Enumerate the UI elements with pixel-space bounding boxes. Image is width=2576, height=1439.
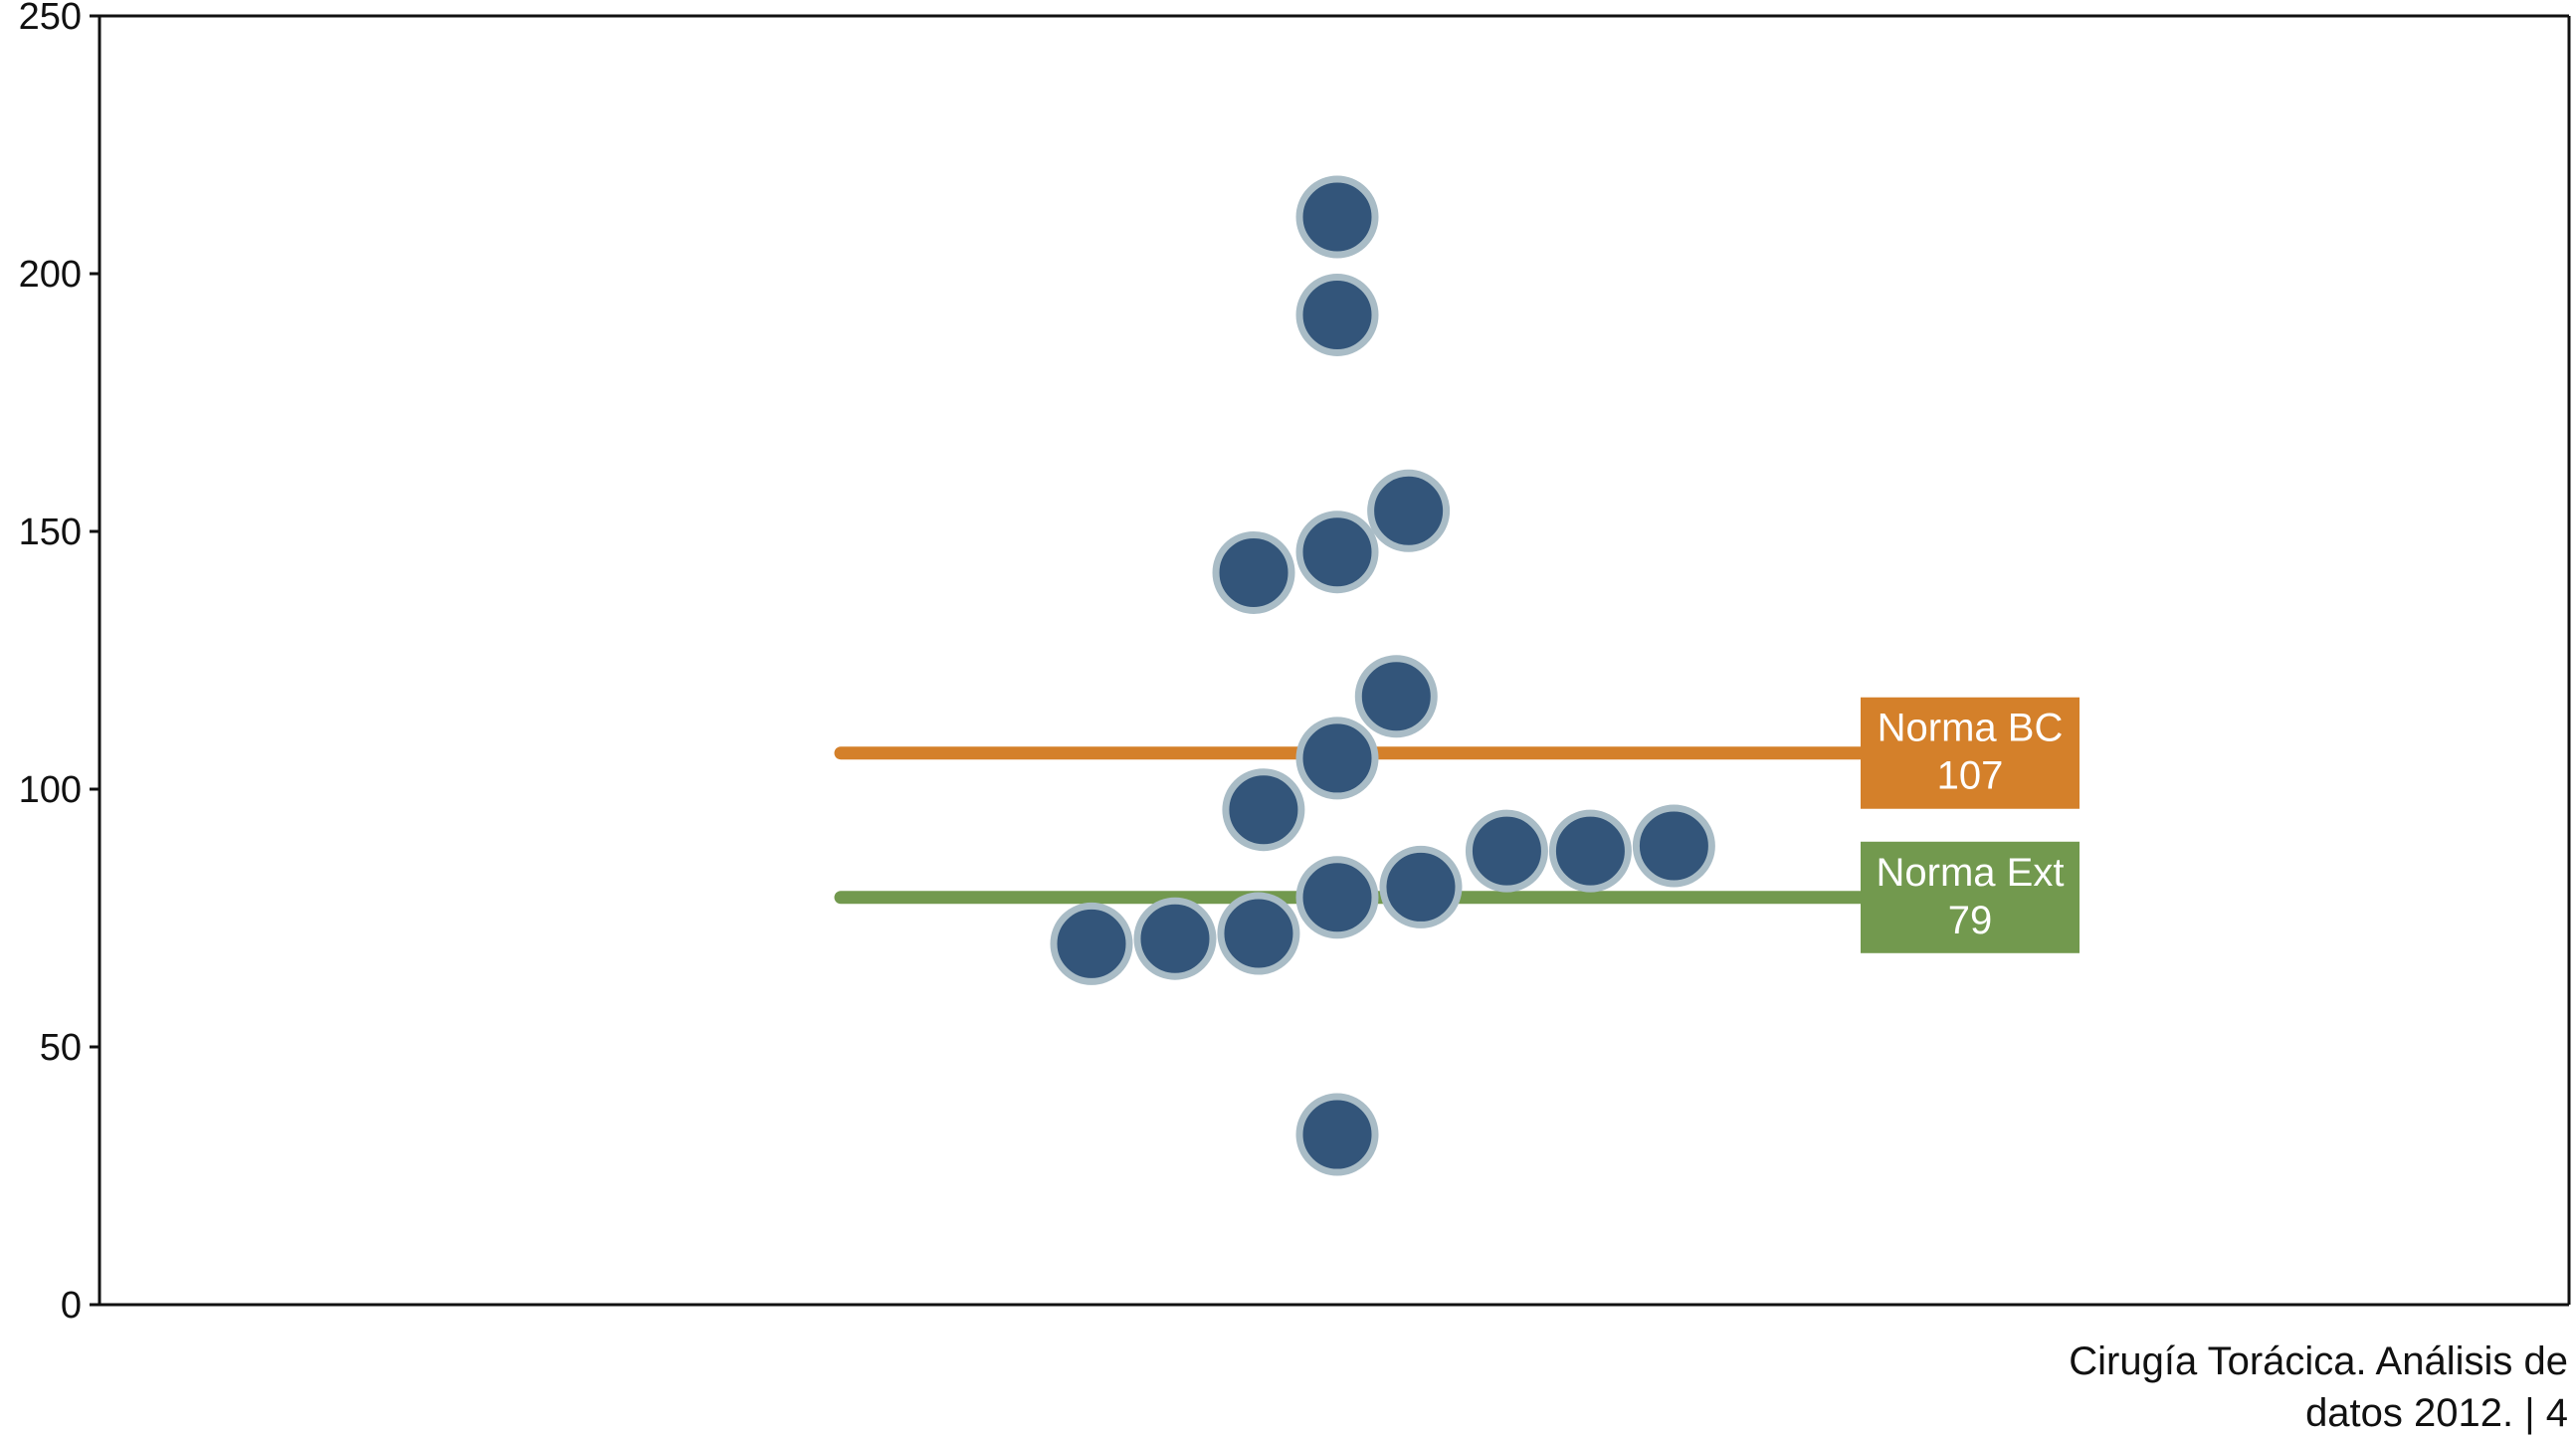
reference-label-value: 107 — [1937, 754, 2004, 798]
data-point — [1548, 809, 1632, 893]
data-point — [1295, 717, 1379, 800]
y-tick-label: 250 — [19, 0, 82, 38]
reference-label-value: 79 — [1948, 899, 1993, 942]
data-point — [1295, 175, 1379, 259]
data-point — [1050, 902, 1133, 985]
data-points — [1050, 175, 1715, 1176]
data-point — [1295, 856, 1379, 939]
data-point — [1379, 845, 1463, 928]
data-point — [1632, 804, 1715, 888]
reference-label-box — [1861, 697, 2080, 809]
data-point — [1212, 530, 1295, 614]
reference-label-name: Norma BC — [1878, 707, 2064, 750]
y-tick-label: 200 — [19, 254, 82, 296]
data-point — [1367, 469, 1451, 552]
y-tick-label: 100 — [19, 769, 82, 811]
y-tick-labels: 0 50 100 150 200 250 — [19, 0, 99, 1327]
data-point — [1465, 809, 1548, 893]
reference-label-name: Norma Ext — [1877, 851, 2065, 895]
data-point — [1295, 511, 1379, 594]
data-point — [1133, 897, 1217, 980]
y-tick-label: 0 — [61, 1285, 82, 1327]
data-point — [1217, 892, 1300, 975]
y-tick-label: 150 — [19, 512, 82, 553]
footer-line-1: Cirugía Torácica. Análisis de — [2069, 1339, 2568, 1383]
data-point — [1354, 655, 1438, 738]
footer-caption: Cirugía Torácica. Análisis de datos 2012… — [1872, 1336, 2568, 1439]
data-point — [1295, 273, 1379, 356]
y-tick-label: 50 — [40, 1027, 82, 1069]
data-point — [1295, 1093, 1379, 1176]
reference-label-box — [1861, 841, 2080, 953]
axes — [98, 14, 2571, 1307]
data-point — [1222, 768, 1305, 852]
footer-line-2: datos 2012. | 4 — [2305, 1391, 2568, 1435]
